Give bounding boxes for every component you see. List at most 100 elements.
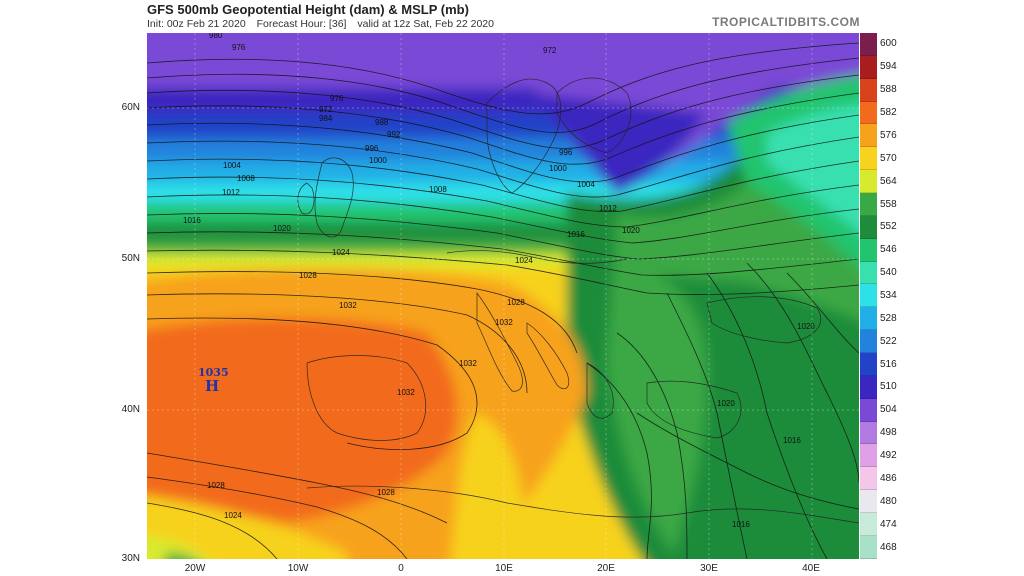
color-scale-cell <box>860 147 877 171</box>
coastlines <box>297 77 859 524</box>
lon-label: 40E <box>802 563 820 574</box>
isobar-label: 1028 <box>299 271 317 280</box>
color-scale-label: 588 <box>880 84 897 96</box>
color-scale-label: 600 <box>880 38 897 50</box>
color-scale-cell <box>860 398 877 422</box>
color-scale-cell <box>860 535 877 559</box>
isobar-label: 1004 <box>223 161 241 170</box>
isobar-label: 1008 <box>429 185 447 194</box>
color-scale-label: 576 <box>880 129 897 141</box>
color-scale-label: 594 <box>880 61 897 73</box>
isobar-label: 1012 <box>599 204 617 213</box>
isobar-label: 1020 <box>717 399 735 408</box>
isobar-label: 992 <box>387 130 401 139</box>
color-scale-label: 480 <box>880 495 897 507</box>
color-scale-label: 570 <box>880 152 897 164</box>
color-scale-label: 534 <box>880 290 897 301</box>
color-scale-cell <box>860 124 877 148</box>
color-scale-cell <box>860 375 877 399</box>
isobar-label: 1000 <box>369 156 387 165</box>
lat-label: 40N <box>121 404 140 415</box>
weather-map: 980 976 972 972 976 984 988 992 996 1000… <box>147 33 859 559</box>
isobar-label: 984 <box>319 114 333 123</box>
isobar-label: 1024 <box>515 256 533 265</box>
color-scale-label: 510 <box>880 381 897 393</box>
isobar-label: 996 <box>365 144 379 153</box>
color-scale-cell <box>860 193 877 216</box>
color-scale-label: 546 <box>880 244 897 256</box>
lon-label: 10W <box>287 563 309 574</box>
color-scale-label: 558 <box>880 198 897 210</box>
lat-label: 50N <box>121 253 140 264</box>
isobar-label: 976 <box>232 43 246 52</box>
color-scale-label: 504 <box>880 404 897 416</box>
isobar-label: 988 <box>375 118 389 127</box>
lon-label: 0 <box>398 563 404 574</box>
isobar-label: 1032 <box>459 359 477 368</box>
color-scale-label: 564 <box>880 175 897 187</box>
isobar-label-group: 980 976 972 972 976 984 988 992 996 1000… <box>183 33 815 529</box>
color-scale-label: 516 <box>880 358 897 370</box>
isobar-label: 1024 <box>332 248 350 257</box>
color-scale-label: 498 <box>880 427 897 439</box>
lat-label: 30N <box>121 553 140 564</box>
high-pressure-value: 1035 <box>198 366 229 379</box>
isobar-label: 1016 <box>732 520 750 529</box>
color-scale-cell <box>860 238 877 262</box>
lat-label: 60N <box>121 102 140 113</box>
color-scale-cell <box>860 467 877 491</box>
isobars <box>147 42 859 559</box>
color-scale-cell <box>860 421 877 445</box>
color-scale-bar <box>860 33 877 559</box>
isobar-label: 1032 <box>339 301 357 310</box>
isobar-label: 1020 <box>622 226 640 235</box>
forecast-hour: Forecast Hour: [36] <box>256 18 347 30</box>
isobar-label: 1012 <box>222 188 240 197</box>
color-scale-cell <box>860 353 877 376</box>
isobar-label: 1016 <box>567 230 585 239</box>
color-scale-cell <box>860 78 877 102</box>
color-scale-cell <box>860 307 877 331</box>
color-scale-label: 468 <box>880 541 897 553</box>
isobar-label: 1028 <box>507 298 525 307</box>
isobar-label: 1008 <box>237 174 255 183</box>
isobar-label: 1028 <box>377 488 395 497</box>
color-scale-cell <box>860 215 877 239</box>
map-svg: 980 976 972 972 976 984 988 992 996 1000… <box>147 33 859 559</box>
height-field <box>147 33 859 559</box>
isobar-label: 1000 <box>549 164 567 173</box>
color-scale-label: 522 <box>880 335 897 347</box>
color-scale-cell <box>860 490 877 514</box>
color-scale-label: 528 <box>880 312 897 324</box>
isobar-label: 1016 <box>183 216 201 225</box>
valid-time: valid at 12z Sat, Feb 22 2020 <box>357 18 494 30</box>
lon-label: 20W <box>184 563 206 574</box>
color-scale-cell <box>860 330 877 354</box>
color-scale-label: 552 <box>880 221 897 233</box>
isobar-label: 1032 <box>495 318 513 327</box>
isobar-label: 1024 <box>224 511 242 520</box>
color-scale-cell <box>860 513 877 536</box>
color-scale-label: 492 <box>880 450 897 462</box>
brand-watermark: TROPICALTIDBITS.COM <box>712 15 860 29</box>
color-scale-label: 474 <box>880 518 897 530</box>
color-scale-label: 486 <box>880 472 897 484</box>
high-pressure-symbol: H <box>205 377 220 395</box>
isobar-label: 980 <box>209 33 223 40</box>
isobar-label: 1020 <box>797 322 815 331</box>
color-scale-cell <box>860 101 877 125</box>
map-title: GFS 500mb Geopotential Height (dam) & MS… <box>147 2 469 17</box>
color-scale-cell <box>860 261 877 285</box>
color-scale-label: 582 <box>880 107 897 119</box>
isobar-label: 976 <box>330 94 344 103</box>
isobar-label: 1004 <box>577 180 595 189</box>
color-scale-cell <box>860 284 877 308</box>
lon-label: 20E <box>597 563 615 574</box>
graticule <box>147 33 859 559</box>
isobar-label: 996 <box>559 148 573 157</box>
isobar-label: 1032 <box>397 388 415 397</box>
color-scale-label: 540 <box>880 267 897 279</box>
map-subtitle: Init: 00z Feb 21 2020 Forecast Hour: [36… <box>147 18 502 30</box>
color-scale-cell <box>860 33 877 56</box>
lon-label: 30E <box>700 563 718 574</box>
